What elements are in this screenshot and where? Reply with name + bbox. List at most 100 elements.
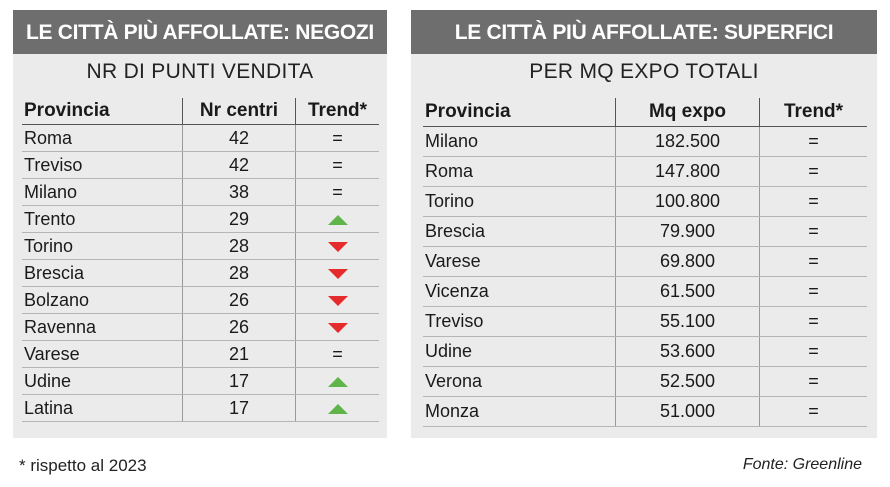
table-row: Roma 147.800 = [423, 156, 867, 187]
trend-cell [295, 313, 379, 341]
trend-cell: = [759, 306, 867, 337]
value-cell: 51.000 [615, 396, 760, 427]
value-cell: 42 [182, 151, 296, 179]
table-row: Brescia 28 [22, 259, 379, 287]
table-row: Latina 17 [22, 394, 379, 422]
trend-cell: = [759, 186, 867, 217]
value-cell: 28 [182, 259, 296, 287]
trend-cell: = [759, 126, 867, 157]
trend-up-icon [327, 403, 348, 414]
trend-cell: = [759, 276, 867, 307]
provincia-cell: Varese [22, 340, 183, 368]
value-cell: 55.100 [615, 306, 760, 337]
value-cell: 79.900 [615, 216, 760, 247]
table-row: Vicenza 61.500 = [423, 276, 867, 307]
superfici-panel: LE CITTÀ PIÙ AFFOLLATE: SUPERFICI PER MQ… [411, 10, 877, 438]
source-credit: Fonte: Greenline [742, 456, 862, 473]
provincia-cell: Treviso [22, 151, 183, 179]
provincia-cell: Latina [22, 394, 183, 422]
value-cell: 21 [182, 340, 296, 368]
footnote: * rispetto al 2023 [19, 456, 147, 475]
value-cell: 29 [182, 205, 296, 233]
provincia-cell: Trento [22, 205, 183, 233]
negozi-subtitle: NR DI PUNTI VENDITA [86, 60, 314, 83]
table-row: Bolzano 26 [22, 286, 379, 314]
value-cell: 42 [182, 124, 296, 152]
trend-down-icon [327, 268, 348, 279]
trend-cell: = [295, 178, 379, 206]
trend-cell: = [295, 124, 379, 152]
trend-cell [295, 367, 379, 395]
provincia-cell: Brescia [423, 216, 616, 247]
trend-up-icon [327, 376, 348, 387]
trend-down-icon [327, 241, 348, 252]
trend-cell [295, 259, 379, 287]
negozi-header-row: Provincia Nr centri Trend* [22, 98, 379, 125]
value-cell: 53.600 [615, 336, 760, 367]
trend-cell: = [295, 151, 379, 179]
table-row: Udine 53.600 = [423, 336, 867, 367]
value-cell: 17 [182, 367, 296, 395]
provincia-cell: Verona [423, 366, 616, 397]
provincia-cell: Torino [22, 232, 183, 260]
trend-cell: = [759, 366, 867, 397]
provincia-cell: Udine [22, 367, 183, 395]
table-row: Monza 51.000 = [423, 396, 867, 427]
col-provincia: Provincia [22, 98, 183, 125]
value-cell: 52.500 [615, 366, 760, 397]
trend-cell: = [295, 340, 379, 368]
value-cell: 182.500 [615, 126, 760, 157]
trend-cell [295, 232, 379, 260]
table-row: Torino 28 [22, 232, 379, 260]
negozi-panel: LE CITTÀ PIÙ AFFOLLATE: NEGOZI NR DI PUN… [13, 10, 387, 438]
col-trend: Trend* [759, 98, 867, 127]
table-row: Brescia 79.900 = [423, 216, 867, 247]
superfici-title: LE CITTÀ PIÙ AFFOLLATE: SUPERFICI [411, 10, 877, 54]
provincia-cell: Bolzano [22, 286, 183, 314]
value-cell: 147.800 [615, 156, 760, 187]
table-row: Treviso 55.100 = [423, 306, 867, 337]
table-row: Trento 29 [22, 205, 379, 233]
table-row: Udine 17 [22, 367, 379, 395]
table-row: Milano 38 = [22, 178, 379, 206]
table-row: Milano 182.500 = [423, 126, 867, 157]
table-row: Ravenna 26 [22, 313, 379, 341]
value-cell: 100.800 [615, 186, 760, 217]
value-cell: 26 [182, 313, 296, 341]
value-cell: 69.800 [615, 246, 760, 277]
trend-cell [295, 394, 379, 422]
trend-cell: = [759, 246, 867, 277]
superfici-subtitle: PER MQ EXPO TOTALI [529, 60, 759, 83]
provincia-cell: Roma [22, 124, 183, 152]
trend-cell: = [759, 396, 867, 427]
provincia-cell: Vicenza [423, 276, 616, 307]
table-row: Torino 100.800 = [423, 186, 867, 217]
table-row: Varese 21 = [22, 340, 379, 368]
value-cell: 28 [182, 232, 296, 260]
negozi-table: Provincia Nr centri Trend* Roma 42 = Trevis… [22, 98, 379, 422]
provincia-cell: Udine [423, 336, 616, 367]
provincia-cell: Milano [22, 178, 183, 206]
trend-cell: = [759, 156, 867, 187]
trend-cell [295, 286, 379, 314]
provincia-cell: Varese [423, 246, 616, 277]
superfici-header-row: Provincia Mq expo Trend* [423, 98, 867, 127]
trend-up-icon [327, 214, 348, 225]
trend-down-icon [327, 322, 348, 333]
trend-cell [295, 205, 379, 233]
provincia-cell: Ravenna [22, 313, 183, 341]
col-mq-expo: Mq expo [615, 98, 760, 127]
col-trend: Trend* [295, 98, 379, 125]
provincia-cell: Monza [423, 396, 616, 427]
table-row: Treviso 42 = [22, 151, 379, 179]
provincia-cell: Treviso [423, 306, 616, 337]
trend-cell: = [759, 216, 867, 247]
trend-cell: = [759, 336, 867, 367]
table-row: Roma 42 = [22, 124, 379, 152]
provincia-cell: Torino [423, 186, 616, 217]
table-row: Verona 52.500 = [423, 366, 867, 397]
table-row: Varese 69.800 = [423, 246, 867, 277]
value-cell: 38 [182, 178, 296, 206]
negozi-title: LE CITTÀ PIÙ AFFOLLATE: NEGOZI [13, 10, 387, 54]
value-cell: 26 [182, 286, 296, 314]
